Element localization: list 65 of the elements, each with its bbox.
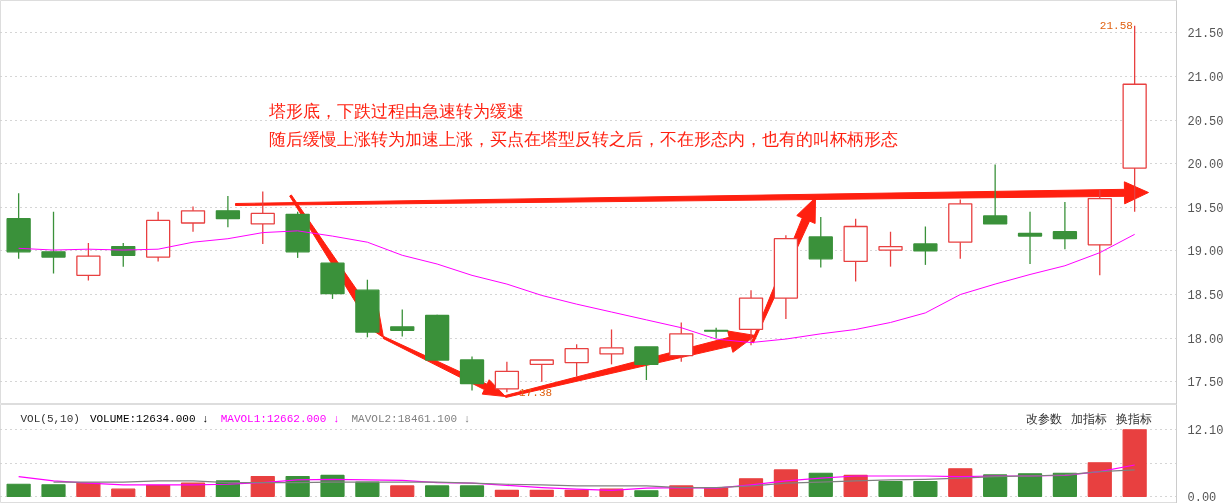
y-tick-label: 0.00 [1187,490,1217,503]
text: VOL(5,10) [20,412,80,425]
candlestick [76,242,101,282]
annotation: 换指标 [1115,411,1152,426]
candlestick [180,205,206,233]
candlestick [599,328,624,366]
bar [634,490,659,497]
candlestick [878,231,903,268]
candlestick [669,321,694,363]
y-tick-label: 21.00 [1187,70,1224,85]
bar [41,484,66,497]
candlestick [494,361,520,393]
candlestick [913,225,938,266]
bar [564,489,589,497]
candlestick [982,163,1008,225]
bar [1052,472,1078,497]
bar [355,481,380,497]
candlestick [634,346,659,381]
annotation: 塔形底，下跌过程由急速转为缓速 [267,100,524,121]
bar [425,485,450,497]
annotation: VOLUME:12634.000 ↓ [89,412,209,425]
candlestick [1017,211,1043,265]
y-tick-label: 12.10 [1187,424,1224,439]
bar [878,480,903,497]
y-tick-label: 18.50 [1187,289,1224,304]
bar [111,488,136,497]
bar [180,482,206,497]
candlestick [390,308,415,338]
annotation: 加指标 [1070,411,1107,426]
bar [913,480,938,497]
candlestick [1052,201,1078,250]
y-tick-label: 18.00 [1187,332,1224,347]
candlestick [215,195,241,229]
text: MAVOL1:12662.000 ↓ [220,412,340,425]
y-tick-label: 17.50 [1187,376,1224,391]
candlestick [808,216,833,269]
annotation: 改参数 [1025,411,1062,426]
annotation: 随后缓慢上涨转为加速上涨，买点在塔型反转之后，不在形态内，也有的叫杯柄形态 [268,128,898,149]
bar [250,475,275,497]
candlestick [250,190,275,245]
annotation: 17.38 [519,386,553,399]
bar [146,484,171,497]
bar [948,468,973,497]
candlestick [41,211,66,275]
y-tick-label: 19.50 [1187,201,1224,216]
y-tick-label: 19.00 [1187,245,1224,260]
candlestick [459,355,485,392]
bar [76,482,101,497]
bar [390,485,415,497]
candlestick [529,359,554,383]
line-series [52,469,1136,489]
candlestick [564,343,589,378]
text: MAVOL2:18461.100 ↓ [351,412,471,425]
y-tick-label: 21.50 [1187,27,1224,42]
candlestick [703,327,729,339]
bar [459,485,485,497]
bar [1122,429,1147,497]
y-tick-label: 20.00 [1187,158,1224,173]
bar [529,489,554,497]
bar [1017,473,1043,497]
y-tick-label: 20.50 [1187,114,1224,129]
bar [6,483,31,497]
annotation: 21.58 [1099,20,1133,33]
bar [1087,462,1112,497]
bar [494,489,519,497]
